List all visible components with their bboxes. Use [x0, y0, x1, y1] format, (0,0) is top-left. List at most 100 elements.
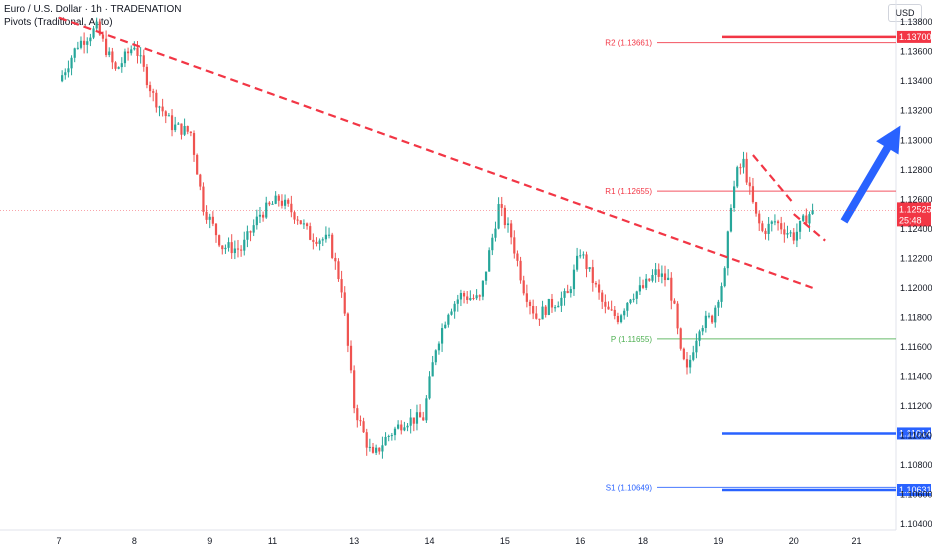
- pivot-label-r2: R2 (1.13661): [605, 39, 652, 48]
- candle-body: [434, 350, 437, 363]
- candle-body: [274, 195, 277, 204]
- candle-body: [698, 331, 701, 341]
- candle-body: [510, 223, 513, 238]
- candle-body: [566, 291, 569, 294]
- candle-body: [73, 48, 76, 58]
- candle-body: [538, 318, 541, 320]
- candle-body: [635, 291, 638, 299]
- candle-body: [689, 359, 692, 368]
- candle-body: [67, 68, 70, 73]
- candle-body: [450, 311, 453, 315]
- candle-body: [770, 221, 773, 224]
- candle-body: [604, 301, 607, 307]
- price-tick-label: 1.11800: [900, 312, 932, 322]
- candle-body: [776, 221, 780, 224]
- candle-body: [390, 435, 393, 437]
- candle-body: [214, 223, 218, 236]
- candle-body: [403, 427, 406, 431]
- candle-body: [70, 57, 73, 69]
- candle-body: [685, 359, 689, 368]
- candle-body: [591, 267, 594, 283]
- price-axis[interactable]: 1.13800 1.13600 1.13400 1.13200 1.13000 1.128…: [900, 17, 932, 529]
- candle-body: [76, 47, 79, 49]
- price-tick-label: 1.11200: [900, 401, 932, 411]
- candle-body: [186, 126, 189, 132]
- candle-body: [192, 133, 196, 155]
- candle-body: [748, 182, 751, 187]
- candle-body: [114, 62, 117, 69]
- candle-body: [177, 123, 180, 125]
- candle-body: [657, 269, 660, 277]
- candle-body: [585, 254, 588, 270]
- time-tick-label: 21: [852, 536, 862, 546]
- candle-body: [472, 298, 475, 300]
- candle-body: [158, 106, 161, 108]
- candle-body: [120, 63, 123, 68]
- candle-body: [415, 412, 419, 424]
- candle-body: [126, 51, 130, 54]
- candle-body: [629, 299, 632, 303]
- candle-body: [240, 249, 243, 251]
- time-tick-label: 9: [207, 536, 212, 546]
- candle-body: [459, 292, 463, 300]
- candle-body: [478, 295, 481, 297]
- candle-body: [453, 303, 456, 312]
- candle-body: [324, 234, 327, 240]
- candle-body: [246, 231, 249, 240]
- candle-body: [287, 199, 290, 204]
- candle-body: [340, 279, 343, 293]
- candle-body: [626, 302, 629, 311]
- chart-title: Euro / U.S. Dollar · 1h · TRADENATION: [4, 4, 182, 15]
- candle-body: [494, 228, 497, 238]
- time-tick-label: 20: [789, 536, 799, 546]
- candle-body: [805, 215, 808, 224]
- candle-body: [101, 34, 105, 39]
- candle-body: [142, 55, 145, 67]
- candle-body: [375, 447, 378, 453]
- price-tick-label: 1.11000: [900, 431, 932, 441]
- candle-body: [368, 446, 371, 448]
- candle-body: [419, 412, 422, 418]
- candle-body: [632, 298, 635, 300]
- candle-body: [249, 231, 252, 233]
- candle-body: [180, 123, 183, 135]
- candle-body: [547, 298, 550, 315]
- candle-body: [83, 40, 86, 45]
- candle-body: [569, 289, 572, 294]
- candle-body: [148, 85, 152, 92]
- candle-body: [111, 51, 114, 63]
- price-tick-label: 1.12600: [900, 194, 932, 204]
- candle-body: [767, 223, 770, 234]
- candle-body: [397, 424, 400, 429]
- chart-grid: [0, 0, 897, 531]
- candle-body: [428, 376, 431, 399]
- candle-body: [139, 55, 142, 57]
- candle-body: [808, 214, 811, 224]
- candle-body: [660, 273, 663, 277]
- candle-body: [227, 242, 230, 248]
- price-tick-label: 1.13200: [900, 106, 932, 116]
- time-tick-label: 14: [425, 536, 435, 546]
- candle-body: [469, 298, 472, 300]
- candle-body: [560, 297, 563, 306]
- candle-body: [183, 126, 186, 135]
- candle-body: [745, 158, 748, 183]
- candle-body: [654, 269, 657, 275]
- candle-body: [64, 72, 67, 76]
- candle-body: [541, 306, 544, 320]
- candle-body: [597, 284, 601, 293]
- candle-body: [616, 315, 620, 323]
- candle-body: [670, 277, 673, 301]
- candle-body: [155, 92, 158, 108]
- candle-body: [519, 260, 522, 281]
- candle-body: [726, 231, 729, 269]
- time-axis[interactable]: 7 8 9 11 13 14 15 16 18 19 20 21: [56, 536, 861, 546]
- candle-body: [663, 273, 667, 281]
- candle-body: [588, 267, 591, 270]
- price-tick-label: 1.11400: [900, 371, 932, 381]
- candle-body: [277, 195, 280, 201]
- price-tick-label: 1.13800: [900, 17, 932, 27]
- price-tick-label: 1.13400: [900, 76, 932, 86]
- price-tick-label: 1.11600: [900, 342, 932, 352]
